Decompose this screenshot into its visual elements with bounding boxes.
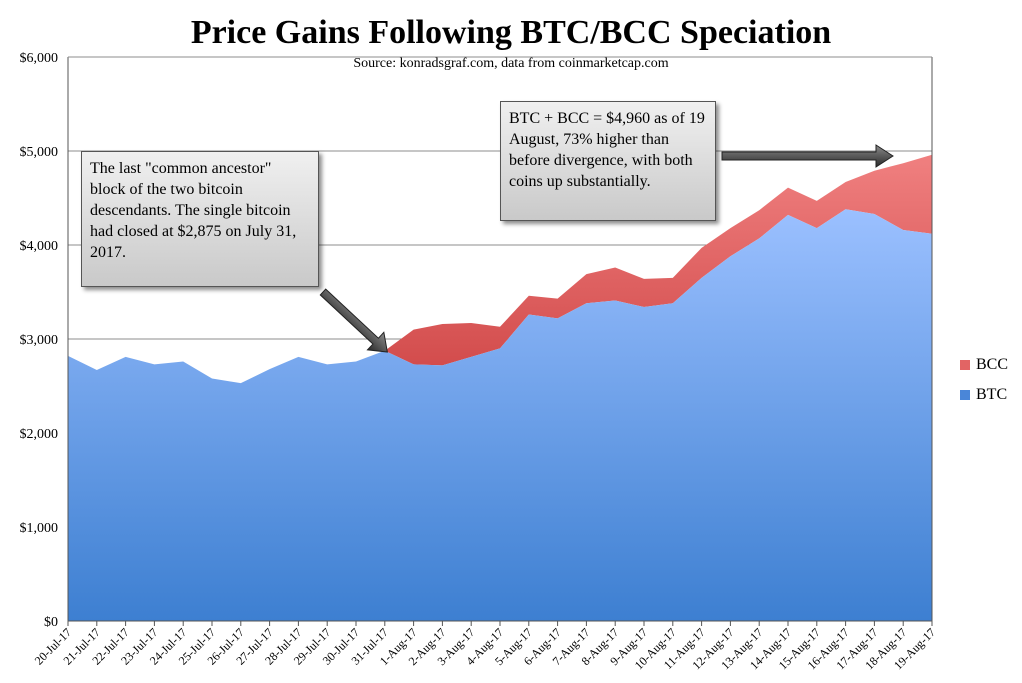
series-area-btc	[68, 209, 932, 621]
legend-item-btc: BTC	[960, 386, 1007, 404]
arrow-icon	[319, 288, 388, 353]
annotation-callout-total: BTC + BCC = $4,960 as of 19 August, 73% …	[500, 101, 716, 221]
y-tick-label: $1,000	[20, 521, 59, 536]
y-tick-label: $4,000	[20, 239, 59, 254]
legend-label-bcc: BCC	[976, 356, 1009, 373]
annotation-callout-ancestor: The last "common ancestor" block of the …	[81, 151, 319, 287]
y-tick-label: $0	[44, 615, 58, 630]
y-tick-label: $3,000	[20, 333, 59, 348]
legend-swatch-bcc	[960, 360, 970, 371]
y-tick-label: $2,000	[20, 427, 59, 442]
chart-title: Price Gains Following BTC/BCC Speciation	[190, 14, 832, 51]
chart-subtitle: Source: konradsgraf.com, data from coinm…	[353, 56, 669, 71]
y-tick-label: $6,000	[20, 51, 59, 66]
legend-label-btc: BTC	[976, 386, 1008, 403]
annotation-arrows	[319, 144, 894, 353]
series-area-bcc	[68, 154, 932, 384]
series-areas	[68, 154, 932, 621]
y-tick-label: $5,000	[20, 145, 59, 160]
legend-swatch-btc	[960, 390, 970, 401]
arrow-icon	[721, 144, 894, 168]
legend-item-bcc: BCC	[960, 356, 1008, 374]
